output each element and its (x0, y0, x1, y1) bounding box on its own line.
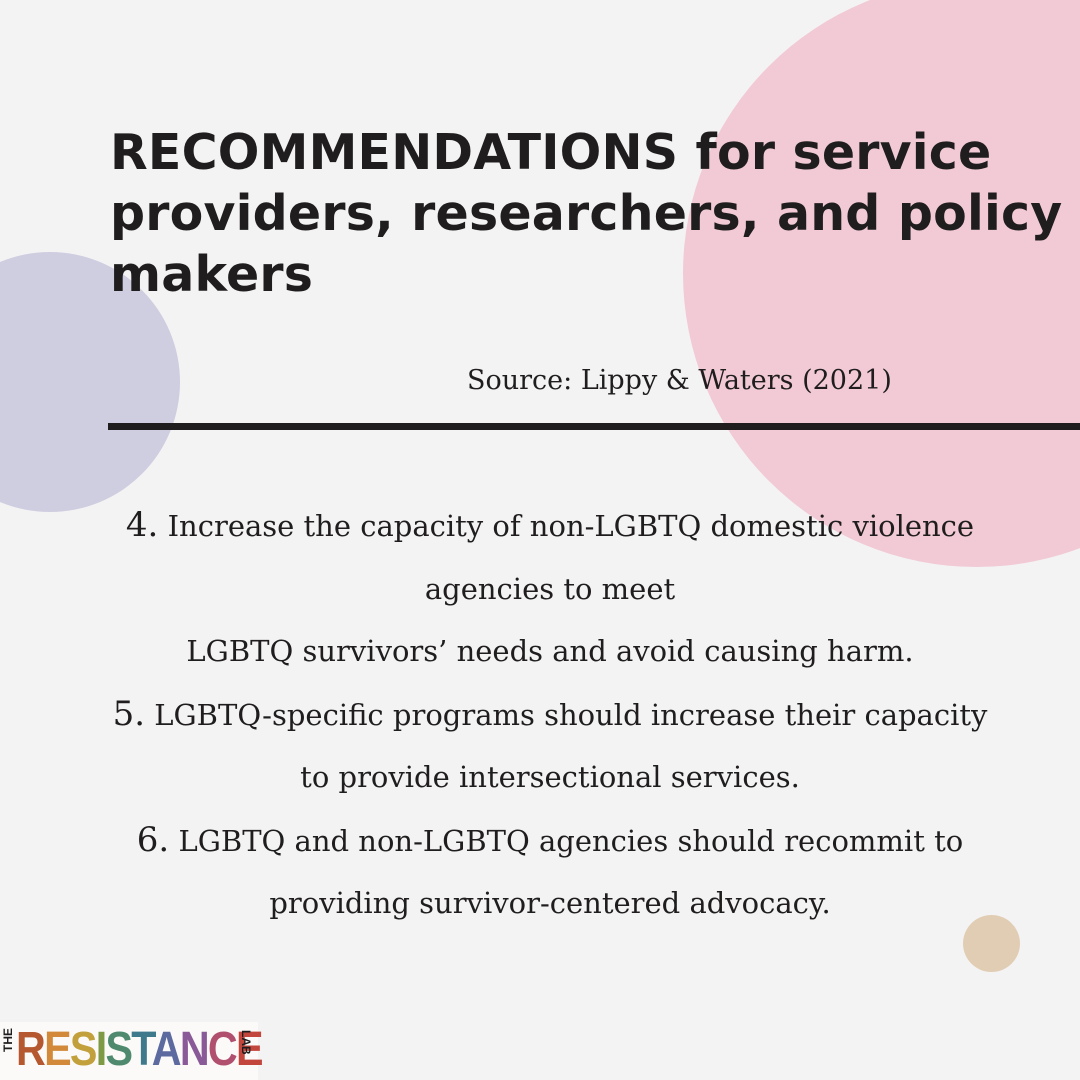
logo-letter: I (95, 1023, 108, 1076)
logo-letter: S (105, 1023, 133, 1076)
recommendations-list: 4. Increase the capacity of non-LGBTQ do… (60, 494, 1040, 935)
logo-letter: A (151, 1023, 182, 1076)
recommendation-number: 4. (125, 505, 159, 545)
recommendation-text: LGBTQ and non-LGBTQ agencies should reco… (178, 823, 964, 858)
source-citation: Source: Lippy & Waters (2021) (467, 365, 892, 396)
recommendation-text: LGBTQ-specific programs should increase … (154, 697, 988, 732)
recommendation-text: providing survivor-centered advocacy. (269, 886, 831, 920)
recommendation-line: 5. LGBTQ-specific programs should increa… (60, 683, 1040, 747)
recommendation-number: 6. (136, 819, 170, 860)
recommendation-text: LGBTQ survivors’ needs and avoid causing… (186, 634, 914, 668)
recommendation-item: 5. LGBTQ-specific programs should increa… (60, 683, 1040, 809)
page-title: RECOMMENDATIONS for service providers, r… (110, 124, 1063, 303)
logo-letter: R (16, 1023, 46, 1076)
logo-letter: E (236, 1023, 264, 1076)
logo-letter: E (44, 1023, 72, 1076)
recommendation-text: Increase the capacity of non-LGBTQ domes… (167, 509, 975, 543)
tan-circle-decoration (963, 915, 1020, 972)
logo-letter: C (207, 1023, 238, 1076)
logo-suffix: LAB (239, 1030, 253, 1055)
divider-rule (108, 423, 1080, 430)
logo-letter: T (131, 1023, 153, 1076)
logo-letter: N (179, 1023, 210, 1076)
recommendation-item: 4. Increase the capacity of non-LGBTQ do… (60, 494, 1040, 683)
recommendation-number: 5. (112, 693, 146, 734)
resistance-lab-logo: THE RESISTANCE LAB (0, 1022, 264, 1080)
recommendation-text: agencies to meet (424, 571, 676, 606)
logo-letter: S (69, 1023, 98, 1076)
recommendation-text: to provide intersectional services. (300, 760, 800, 794)
recommendation-line: 4. Increase the capacity of non-LGBTQ do… (60, 494, 1040, 558)
logo-prefix: THE (1, 1028, 15, 1052)
recommendation-item: 6. LGBTQ and non-LGBTQ agencies should r… (60, 809, 1040, 935)
logo-wordmark: RESISTANCE (16, 1023, 264, 1076)
recommendation-line: 6. LGBTQ and non-LGBTQ agencies should r… (60, 809, 1040, 873)
